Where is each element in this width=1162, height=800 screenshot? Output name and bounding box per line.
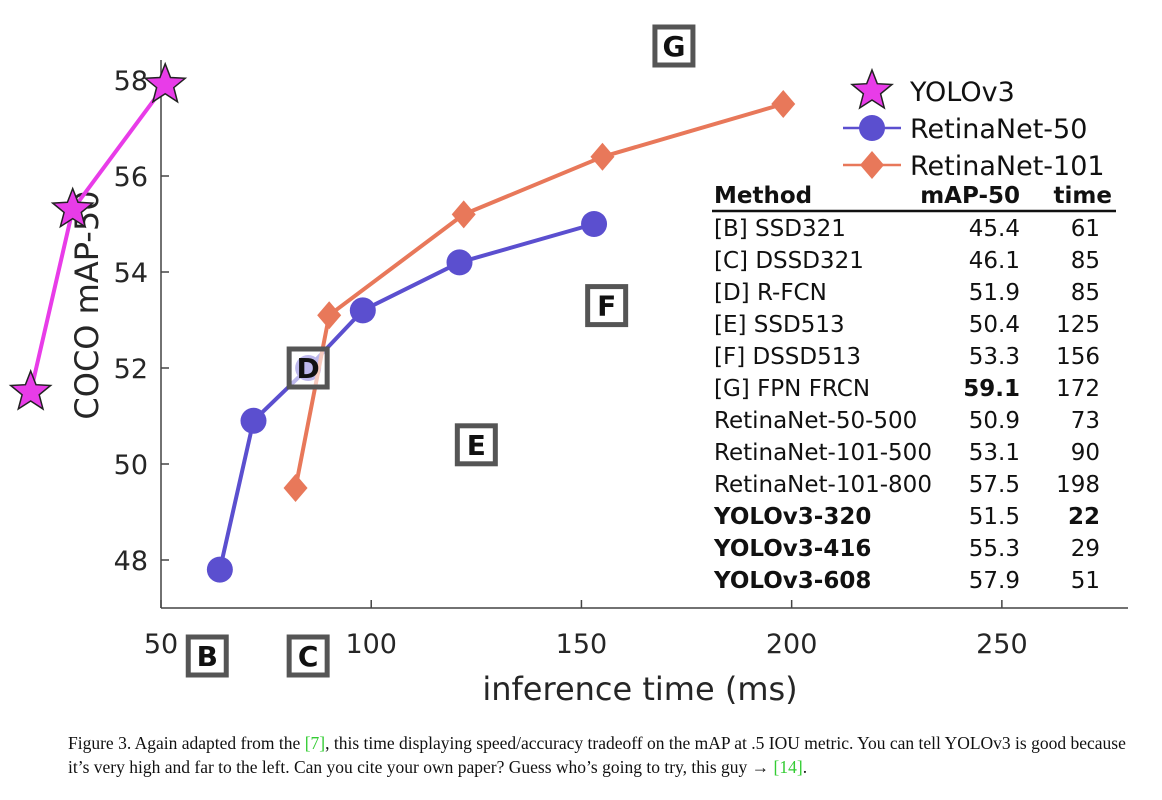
table-cell-time: 125 (1056, 312, 1100, 338)
retinanet-101-point (283, 474, 308, 502)
table-header-method: Method (714, 183, 812, 209)
table-cell-map: 59.1 (963, 376, 1020, 402)
annotation-label-b: B (197, 640, 218, 673)
annotation-box-b (185, 634, 229, 678)
legend-label-retinanet-101: RetinaNet-101 (910, 151, 1105, 182)
annotation-label-f: F (597, 290, 616, 323)
table-cell-map: 45.4 (969, 216, 1020, 242)
annotation-box-c (286, 634, 330, 678)
table-cell-method: YOLOv3-608 (713, 568, 871, 594)
table-cell-time: 156 (1056, 344, 1100, 370)
table-header-map: mAP-50 (920, 183, 1020, 209)
yolov3-point (143, 61, 188, 104)
table-cell-map: 57.5 (969, 472, 1020, 498)
table-cell-time: 29 (1071, 536, 1100, 562)
retinanet-50-point (240, 407, 267, 434)
table-cell-method: YOLOv3-320 (713, 504, 871, 530)
y-axis-title: COCO mAP-50 (68, 190, 106, 419)
table-cell-method: [F] DSSD513 (714, 344, 861, 370)
table-cell-method: [C] DSSD321 (714, 248, 864, 274)
table-cell-time: 73 (1071, 408, 1100, 434)
legend-marker-retinanet-101 (860, 151, 884, 179)
table-cell-map: 46.1 (969, 248, 1020, 274)
annotation-label-g: G (662, 30, 685, 63)
yolov3-point (50, 186, 95, 229)
annotation-box-d (286, 346, 330, 390)
table-cell-map: 57.9 (969, 568, 1020, 594)
retinanet-101-point (451, 200, 476, 229)
legend-marker-retinanet-50 (859, 115, 885, 141)
table-cell-time: 22 (1068, 504, 1100, 530)
legend-label-yolov3: YOLOv3 (909, 77, 1015, 108)
caption-text-1: Figure 3. Again adapted from the (68, 733, 305, 753)
table-cell-method: [G] FPN FRCN (714, 376, 870, 402)
retinanet-101-point (771, 90, 796, 118)
table-cell-time: 85 (1071, 248, 1100, 274)
annotation-box-e (454, 423, 498, 467)
y-tick-label: 52 (114, 354, 148, 385)
table-cell-time: 172 (1056, 376, 1100, 402)
caption-text-2: , this time displaying speed/accuracy tr… (68, 733, 1126, 777)
y-tick-label: 50 (114, 450, 148, 481)
y-tick-label: 48 (114, 546, 148, 577)
table-cell-method: RetinaNet-50-500 (714, 408, 917, 434)
table-cell-map: 50.9 (969, 408, 1020, 434)
retinanet-50-point (206, 556, 233, 583)
table-cell-time: 61 (1071, 216, 1100, 242)
table-cell-method: [D] R-FCN (714, 280, 827, 306)
y-tick-label: 54 (114, 258, 148, 289)
retinanet-101-point (317, 301, 342, 330)
table-cell-time: 198 (1056, 472, 1100, 498)
annotation-box-g (652, 24, 696, 68)
figure: 50 100 150 200 250 48 50 52 54 56 58 inference time… (8, 24, 1128, 708)
y-tick-label: 56 (114, 162, 148, 193)
legend-marker-yolov3 (850, 67, 894, 110)
table-cell-method: RetinaNet-101-500 (714, 440, 932, 466)
table-cell-method: [E] SSD513 (714, 312, 845, 338)
yolov3-point (8, 368, 53, 411)
table-cell-map: 50.4 (969, 312, 1020, 338)
x-tick-label: 150 (556, 629, 608, 660)
table-cell-time: 90 (1071, 440, 1100, 466)
table-cell-method: YOLOv3-416 (713, 536, 871, 562)
table-cell-map: 51.9 (969, 280, 1020, 306)
annotation-box-f (585, 284, 629, 328)
annotation-label-e: E (467, 429, 486, 462)
table-cell-map: 53.3 (969, 344, 1020, 370)
retinanet-50-line (217, 222, 595, 571)
table-cell-method: RetinaNet-101-800 (714, 472, 932, 498)
x-tick-label: 100 (345, 629, 397, 660)
table-cell-map: 51.5 (969, 504, 1020, 530)
table-header-time: time (1054, 183, 1112, 209)
citation-link-7[interactable]: [7] (304, 733, 326, 753)
table-cell-time: 51 (1071, 568, 1100, 594)
citation-link-14[interactable]: [14] (773, 757, 803, 777)
annotation-label-d: D (297, 352, 320, 385)
chart: 50 100 150 200 250 48 50 52 54 56 58 inference time… (8, 24, 1128, 708)
y-tick-label: 58 (114, 66, 148, 97)
annotation-label-c: C (298, 640, 319, 673)
retinanet-50-point (349, 297, 376, 324)
retinanet-50-point (446, 249, 473, 276)
retinanet-50-point (581, 211, 608, 237)
x-tick-label: 200 (766, 629, 818, 660)
table-cell-map: 53.1 (969, 440, 1020, 466)
table-cell-time: 85 (1071, 280, 1100, 306)
figure-caption: Figure 3. Again adapted from the [7], th… (68, 731, 1128, 779)
x-tick-label: 250 (976, 629, 1028, 660)
x-axis-title: inference time (ms) (482, 670, 797, 708)
retinanet-101-point (590, 142, 615, 171)
table-cell-method: [B] SSD321 (714, 216, 846, 242)
retinanet-101-line (293, 102, 784, 489)
table-cell-map: 55.3 (969, 536, 1020, 562)
legend-label-retinanet-50: RetinaNet-50 (910, 114, 1087, 145)
x-tick-label: 50 (144, 629, 178, 660)
caption-text-3: . (802, 757, 808, 777)
